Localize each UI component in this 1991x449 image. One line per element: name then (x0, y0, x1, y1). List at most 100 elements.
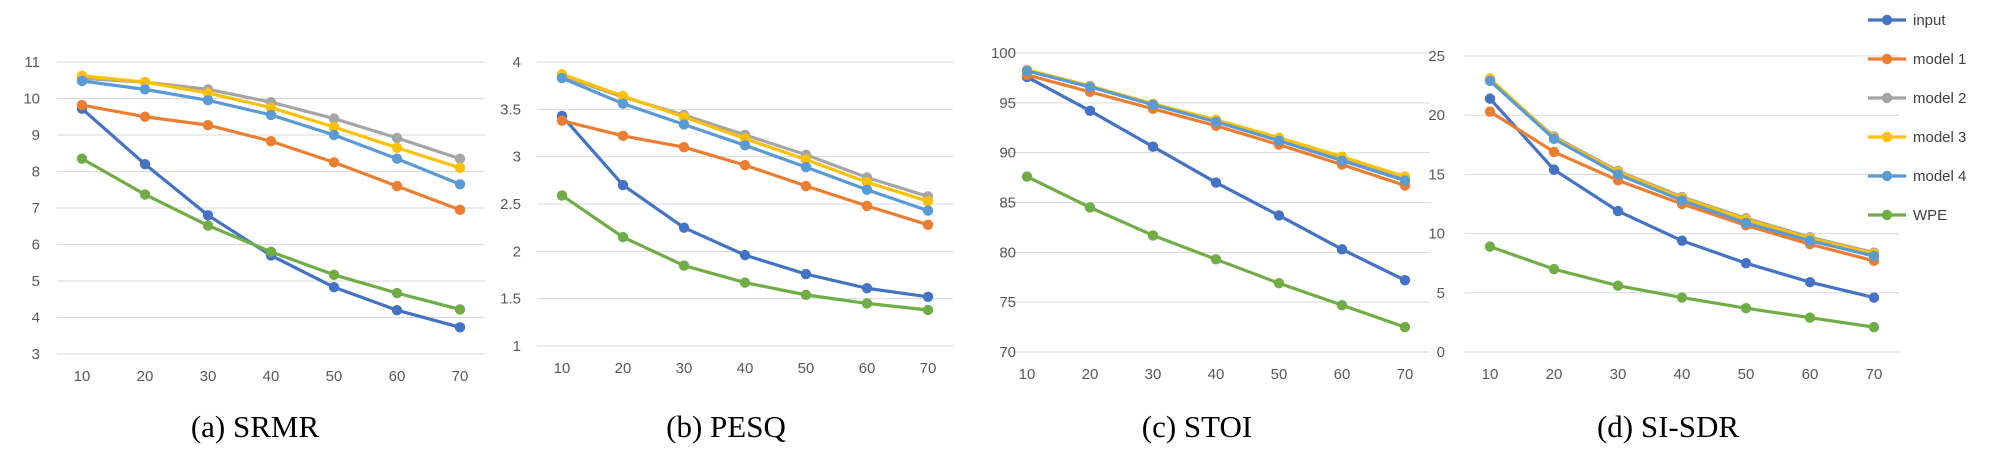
x-tick-label: 70 (1397, 366, 1414, 383)
x-tick-label: 10 (1019, 366, 1036, 383)
data-point-model-4 (1740, 217, 1752, 229)
data-point-model-3 (861, 177, 873, 188)
chart-caption: (b) PESQ (666, 409, 786, 444)
legend-label: model 1 (1913, 51, 1966, 68)
data-point-model-3 (202, 87, 214, 99)
chart-panel-2: 1 1.5 2 2.5 3 3.5 4 10 20 30 40 50 60 70 (b) PESQ (500, 54, 953, 444)
data-point-model-4 (202, 95, 214, 106)
y-tick-label: 1.5 (500, 291, 521, 308)
data-point-WPE (202, 220, 214, 231)
data-point-model-4 (265, 109, 277, 121)
y-tick-label: 3 (32, 346, 40, 363)
data-point-model-1 (265, 136, 277, 147)
data-point-model-1 (922, 219, 934, 231)
data-point-input (922, 291, 934, 302)
series-line-model-3 (1488, 77, 1875, 256)
x-tick-label: 70 (920, 360, 937, 377)
y-tick-label: 90 (999, 145, 1016, 162)
data-point-input (1273, 210, 1285, 221)
data-point-model-1 (391, 180, 403, 192)
data-point-input (454, 322, 466, 333)
y-tick-label: 20 (1428, 107, 1445, 124)
data-point-input (1676, 235, 1688, 246)
y-tick-label: 15 (1428, 166, 1445, 183)
data-point-WPE (1021, 171, 1033, 182)
y-tick-label: 4 (32, 310, 40, 327)
data-point-WPE (1399, 321, 1411, 333)
data-point-model-1 (76, 99, 88, 111)
series-line-model-4 (81, 79, 461, 186)
data-point-model-2 (391, 132, 403, 144)
legend-label: model 2 (1913, 90, 1966, 107)
data-point-model-4 (1147, 99, 1159, 111)
data-point-WPE (1084, 202, 1096, 213)
data-point-WPE (1612, 280, 1624, 291)
data-point-model-3 (139, 76, 151, 88)
data-point-model-1 (202, 119, 214, 131)
data-point-model-1 (617, 130, 629, 142)
data-point-WPE (1548, 263, 1560, 275)
y-tick-label: 8 (32, 164, 40, 181)
y-tick-label: 0 (1437, 344, 1445, 361)
data-point-model-4 (1868, 250, 1880, 262)
y-tick-label: 10 (1428, 226, 1445, 243)
data-point-input (1868, 292, 1880, 303)
y-tick-label: 80 (999, 244, 1016, 261)
data-point-WPE (454, 304, 466, 315)
data-point-WPE (1804, 312, 1816, 323)
chart-caption: (a) SRMR (191, 409, 320, 444)
data-point-model-4 (1021, 65, 1033, 77)
x-tick-label: 20 (137, 368, 154, 385)
data-point-WPE (617, 231, 629, 243)
y-tick-label: 5 (1437, 285, 1445, 302)
x-tick-label: 40 (1674, 366, 1691, 383)
y-tick-label: 95 (999, 95, 1016, 112)
data-point-WPE (1210, 254, 1222, 265)
x-tick-label: 50 (798, 360, 815, 377)
data-point-model-4 (556, 72, 568, 84)
series-line-model-4 (1488, 79, 1875, 258)
data-point-model-3 (391, 142, 403, 153)
data-point-model-3 (922, 195, 934, 207)
x-tick-label: 30 (1145, 366, 1162, 383)
data-point-WPE (391, 287, 403, 299)
x-tick-label: 50 (1271, 366, 1288, 383)
legend-label: model 3 (1913, 129, 1966, 146)
y-tick-label: 10 (23, 91, 40, 108)
data-point-WPE (1740, 302, 1752, 314)
chart-panel-4: 0 5 10 15 20 25 10 20 30 40 50 60 70 (d) SI-SDR (1428, 48, 1899, 444)
y-tick-label: 4 (513, 54, 521, 71)
data-point-input (1612, 205, 1624, 217)
legend-label: WPE (1913, 207, 1947, 224)
data-point-WPE (1336, 299, 1348, 311)
data-point-model-4 (1484, 75, 1496, 87)
y-tick-label: 11 (24, 54, 40, 71)
data-point-input (328, 282, 340, 293)
x-tick-label: 60 (389, 368, 406, 385)
data-point-input (739, 249, 751, 261)
y-tick-label: 75 (999, 294, 1016, 311)
x-tick-label: 40 (1208, 366, 1225, 383)
data-point-input (1084, 105, 1096, 117)
data-point-WPE (1273, 278, 1285, 289)
data-point-WPE (1868, 321, 1880, 333)
legend: input model 1 model 2 model 3 model 4 WPE (1868, 12, 1966, 224)
data-point-model-1 (454, 204, 466, 216)
data-point-WPE (1676, 292, 1688, 303)
data-point-WPE (678, 260, 690, 271)
data-point-model-1 (800, 180, 812, 192)
data-point-model-1 (678, 142, 690, 153)
y-tick-label: 9 (32, 127, 40, 144)
data-point-WPE (265, 246, 277, 257)
x-tick-label: 20 (1082, 366, 1099, 383)
data-point-WPE (1147, 230, 1159, 241)
data-point-input (1210, 177, 1222, 188)
data-point-model-4 (1548, 133, 1560, 145)
y-tick-label: 7 (32, 200, 40, 217)
data-point-model-4 (328, 129, 340, 141)
legend-label: model 4 (1913, 168, 1966, 185)
data-point-model-4 (454, 179, 466, 190)
data-point-model-4 (1804, 235, 1816, 246)
data-point-model-1 (556, 115, 568, 126)
data-point-model-1 (328, 157, 340, 168)
